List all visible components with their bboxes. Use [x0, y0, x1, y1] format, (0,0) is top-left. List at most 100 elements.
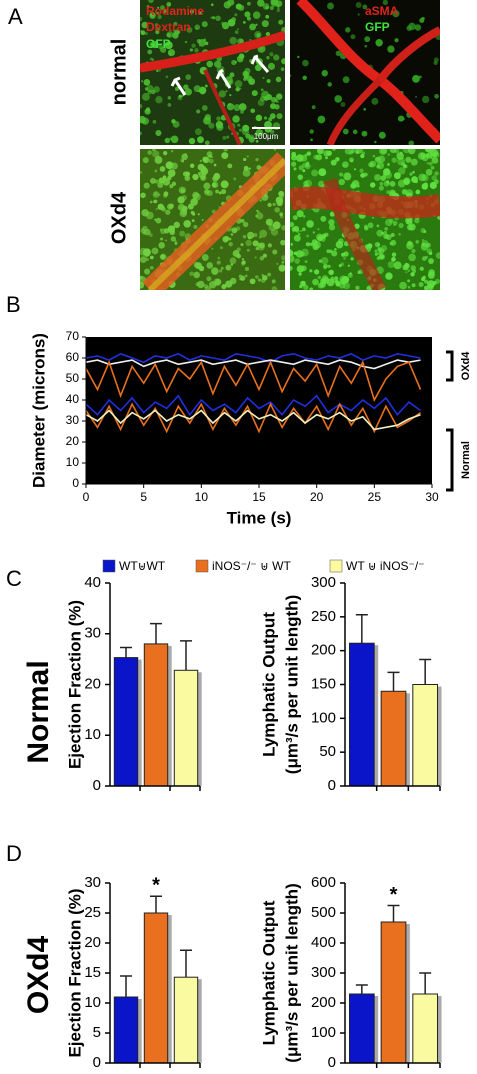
- texture: [141, 80, 144, 83]
- texture: [355, 1, 362, 8]
- texture: [140, 171, 143, 174]
- texture: [215, 189, 219, 194]
- texture: [255, 129, 264, 137]
- texture: [244, 11, 251, 18]
- row-label: OXd4: [108, 191, 130, 244]
- texture: [165, 239, 168, 242]
- texture: [322, 233, 327, 238]
- texture: [145, 107, 151, 112]
- texture: [265, 94, 273, 101]
- texture: [407, 279, 411, 283]
- bar: [143, 912, 169, 1064]
- texture: [223, 149, 228, 152]
- texture: [327, 264, 331, 268]
- texture: [363, 108, 367, 111]
- texture: [166, 32, 172, 38]
- bar: [113, 996, 139, 1064]
- texture: [374, 156, 382, 164]
- texture: [152, 150, 160, 158]
- texture: [279, 212, 284, 217]
- texture: [355, 285, 360, 290]
- texture: [144, 32, 148, 36]
- texture: [334, 279, 339, 284]
- texture: [198, 86, 207, 95]
- y-tick-label: 50: [319, 743, 336, 760]
- texture: [389, 218, 394, 224]
- texture: [312, 240, 321, 249]
- texture: [199, 159, 203, 163]
- texture: [257, 0, 265, 7]
- y-tick-label: 0: [328, 1054, 336, 1071]
- texture: [267, 272, 272, 277]
- trace: [85, 352, 421, 364]
- texture: [402, 149, 411, 154]
- micrograph: [140, 0, 285, 145]
- texture: [268, 224, 276, 232]
- texture: [211, 247, 214, 250]
- texture: [304, 260, 308, 264]
- texture: [401, 188, 408, 195]
- texture: [255, 114, 263, 122]
- texture: [140, 30, 146, 36]
- texture: [225, 280, 233, 288]
- texture: [245, 133, 251, 139]
- texture: [154, 23, 159, 27]
- texture: [415, 95, 418, 98]
- y-tick-label: 20: [84, 934, 101, 951]
- texture: [265, 31, 271, 37]
- texture: [228, 241, 233, 247]
- texture: [246, 248, 250, 252]
- texture: [261, 273, 264, 277]
- texture: [215, 121, 224, 129]
- texture: [152, 191, 160, 199]
- texture: [406, 241, 414, 250]
- texture: [142, 157, 149, 164]
- texture: [403, 177, 411, 185]
- y-tick-label: 10: [66, 455, 80, 469]
- texture: [215, 15, 221, 22]
- texture: [248, 136, 255, 143]
- texture: [318, 168, 327, 177]
- texture: [273, 54, 280, 61]
- texture: [281, 58, 285, 65]
- texture: [255, 139, 259, 143]
- y-tick-label: 500: [311, 904, 336, 921]
- texture: [290, 250, 294, 257]
- texture: [196, 109, 201, 114]
- texture: [194, 24, 201, 30]
- texture: [149, 11, 155, 17]
- texture: [229, 93, 232, 97]
- texture: [403, 164, 408, 169]
- texture: [221, 152, 229, 160]
- texture: [272, 249, 278, 255]
- texture: [313, 154, 319, 160]
- texture: [259, 256, 265, 261]
- texture: [391, 257, 396, 262]
- texture: [218, 269, 223, 273]
- texture: [387, 45, 395, 53]
- texture: [378, 185, 384, 191]
- texture: [266, 220, 271, 225]
- texture: [367, 243, 373, 249]
- error-bar: [120, 975, 132, 997]
- texture: [305, 161, 310, 166]
- texture: [163, 151, 168, 156]
- texture: [213, 163, 217, 167]
- y-tick-label: 0: [93, 777, 101, 794]
- texture: [192, 192, 201, 201]
- bar: [348, 642, 375, 787]
- texture: [372, 154, 376, 158]
- texture: [141, 92, 150, 101]
- texture: [434, 93, 439, 99]
- x-tick-label: 15: [252, 490, 266, 504]
- texture: [397, 115, 405, 122]
- texture: [252, 240, 259, 247]
- texture: [281, 260, 285, 264]
- texture: [302, 227, 306, 232]
- texture: [238, 53, 245, 60]
- texture: [407, 285, 411, 289]
- texture: [350, 34, 356, 40]
- texture: [255, 214, 258, 218]
- texture: [312, 278, 319, 286]
- texture: [377, 247, 382, 252]
